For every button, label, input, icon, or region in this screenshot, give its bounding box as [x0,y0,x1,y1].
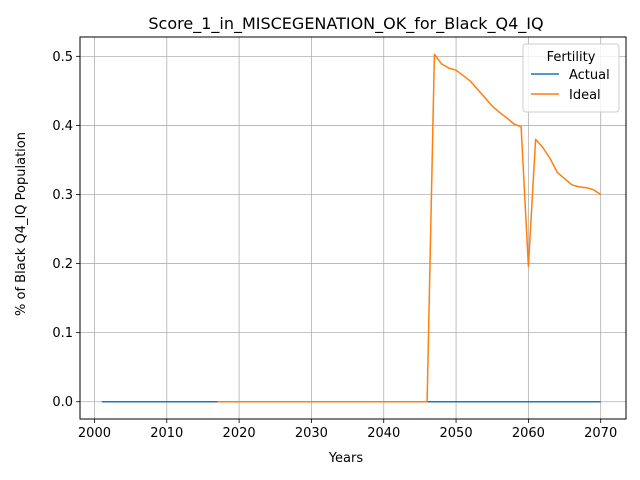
x-tick-label: 2010 [150,426,183,441]
y-ticks: 0.0 0.1 0.2 0.3 0.4 0.5 [52,50,80,410]
x-tick-label: 2040 [367,426,400,441]
legend: Fertility Actual Ideal [522,43,620,113]
series-group [101,53,602,403]
x-tick-label: 2000 [78,426,111,441]
y-tick-label: 0.3 [52,188,73,203]
legend-label-ideal: Ideal [569,88,601,103]
legend-box [522,43,620,113]
legend-title: Fertility [547,50,596,65]
x-tick-label: 2020 [223,426,256,441]
y-axis-label: % of Black Q4_IQ Population [14,132,29,316]
series-line-ideal [217,53,602,403]
legend-label-actual: Actual [569,68,610,83]
y-tick-label: 0.5 [52,50,73,65]
y-tick-label: 0.0 [52,395,73,410]
y-tick-label: 0.2 [52,257,73,272]
x-ticks: 2000 2010 2020 2030 2040 2050 2060 2070 [78,419,617,441]
chart-title: Score_1_in_MISCEGENATION_OK_for_Black_Q4… [148,14,543,34]
y-tick-label: 0.1 [52,326,73,341]
x-axis-label: Years [328,451,364,466]
y-tick-label: 0.4 [52,119,73,134]
x-tick-label: 2030 [295,426,328,441]
x-tick-label: 2070 [584,426,617,441]
x-tick-label: 2060 [512,426,545,441]
plot-frame [79,36,627,420]
x-tick-label: 2050 [440,426,473,441]
